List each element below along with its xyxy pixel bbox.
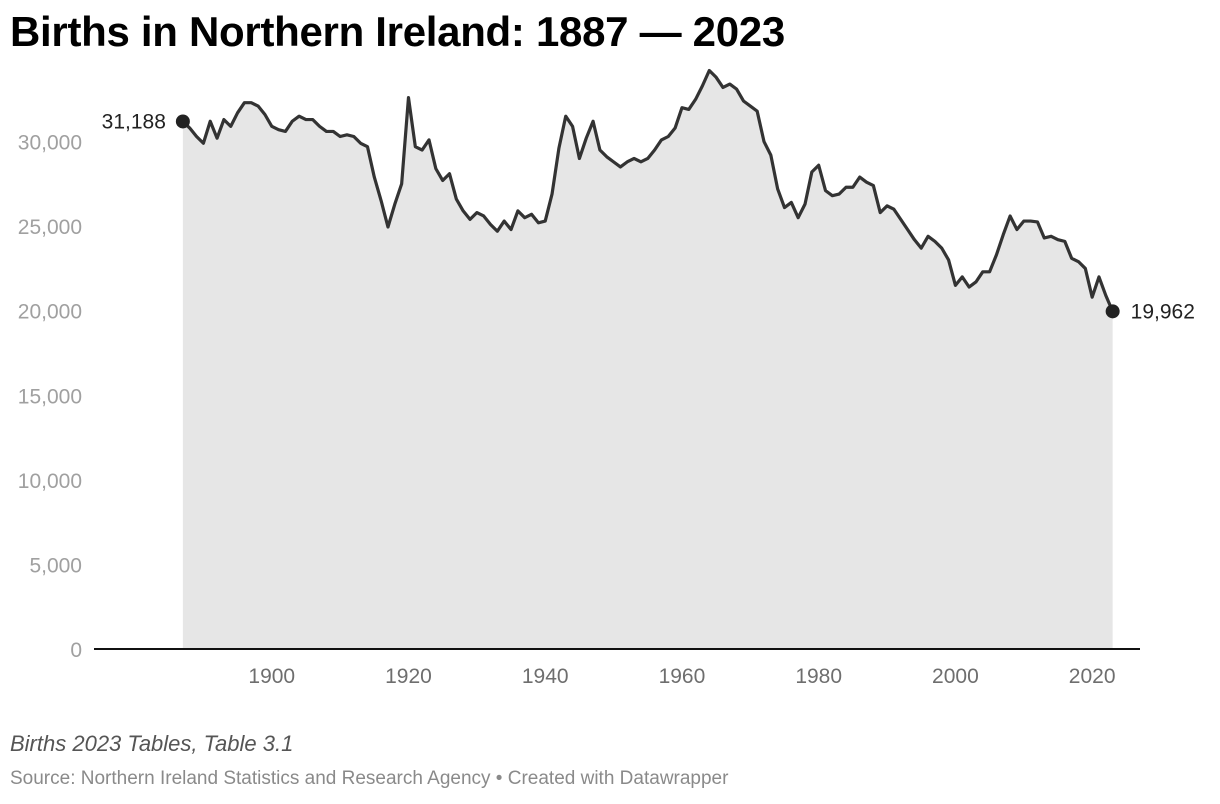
start-point-marker — [175, 114, 190, 129]
end-value-label: 19,962 — [1131, 300, 1195, 323]
end-annotations: 31,188 19,962 — [102, 110, 1195, 323]
y-tick-label: 25,000 — [18, 216, 82, 239]
y-tick-label: 15,000 — [18, 385, 82, 408]
y-tick-label: 10,000 — [18, 470, 82, 493]
y-tick-label: 5,000 — [29, 554, 82, 577]
start-value-label: 31,188 — [102, 110, 166, 133]
x-tick-label: 1920 — [385, 665, 432, 688]
x-tick-label: 1980 — [795, 665, 842, 688]
x-tick-label: 1900 — [248, 665, 295, 688]
x-tick-label: 1960 — [659, 665, 706, 688]
x-tick-label: 1940 — [522, 665, 569, 688]
end-point-marker — [1105, 304, 1120, 319]
chart-note: Births 2023 Tables, Table 3.1 — [10, 731, 294, 756]
births-area-fill — [182, 70, 1113, 649]
births-line — [181, 68, 1115, 313]
x-axis-ticks: 1900 1920 1940 1960 1980 2000 2020 — [248, 665, 1115, 688]
x-tick-label: 2020 — [1069, 665, 1116, 688]
x-tick-label: 2000 — [932, 665, 979, 688]
y-tick-label: 20,000 — [18, 301, 82, 324]
y-axis-ticks: 0 5,000 10,000 15,000 20,000 25,000 30,000 — [18, 132, 82, 662]
chart-title: Births in Northern Ireland: 1887 — 2023 — [10, 8, 785, 55]
y-tick-label: 30,000 — [18, 132, 82, 155]
source-credit: Source: Northern Ireland Statistics and … — [10, 768, 729, 789]
y-tick-label: 0 — [70, 639, 82, 662]
